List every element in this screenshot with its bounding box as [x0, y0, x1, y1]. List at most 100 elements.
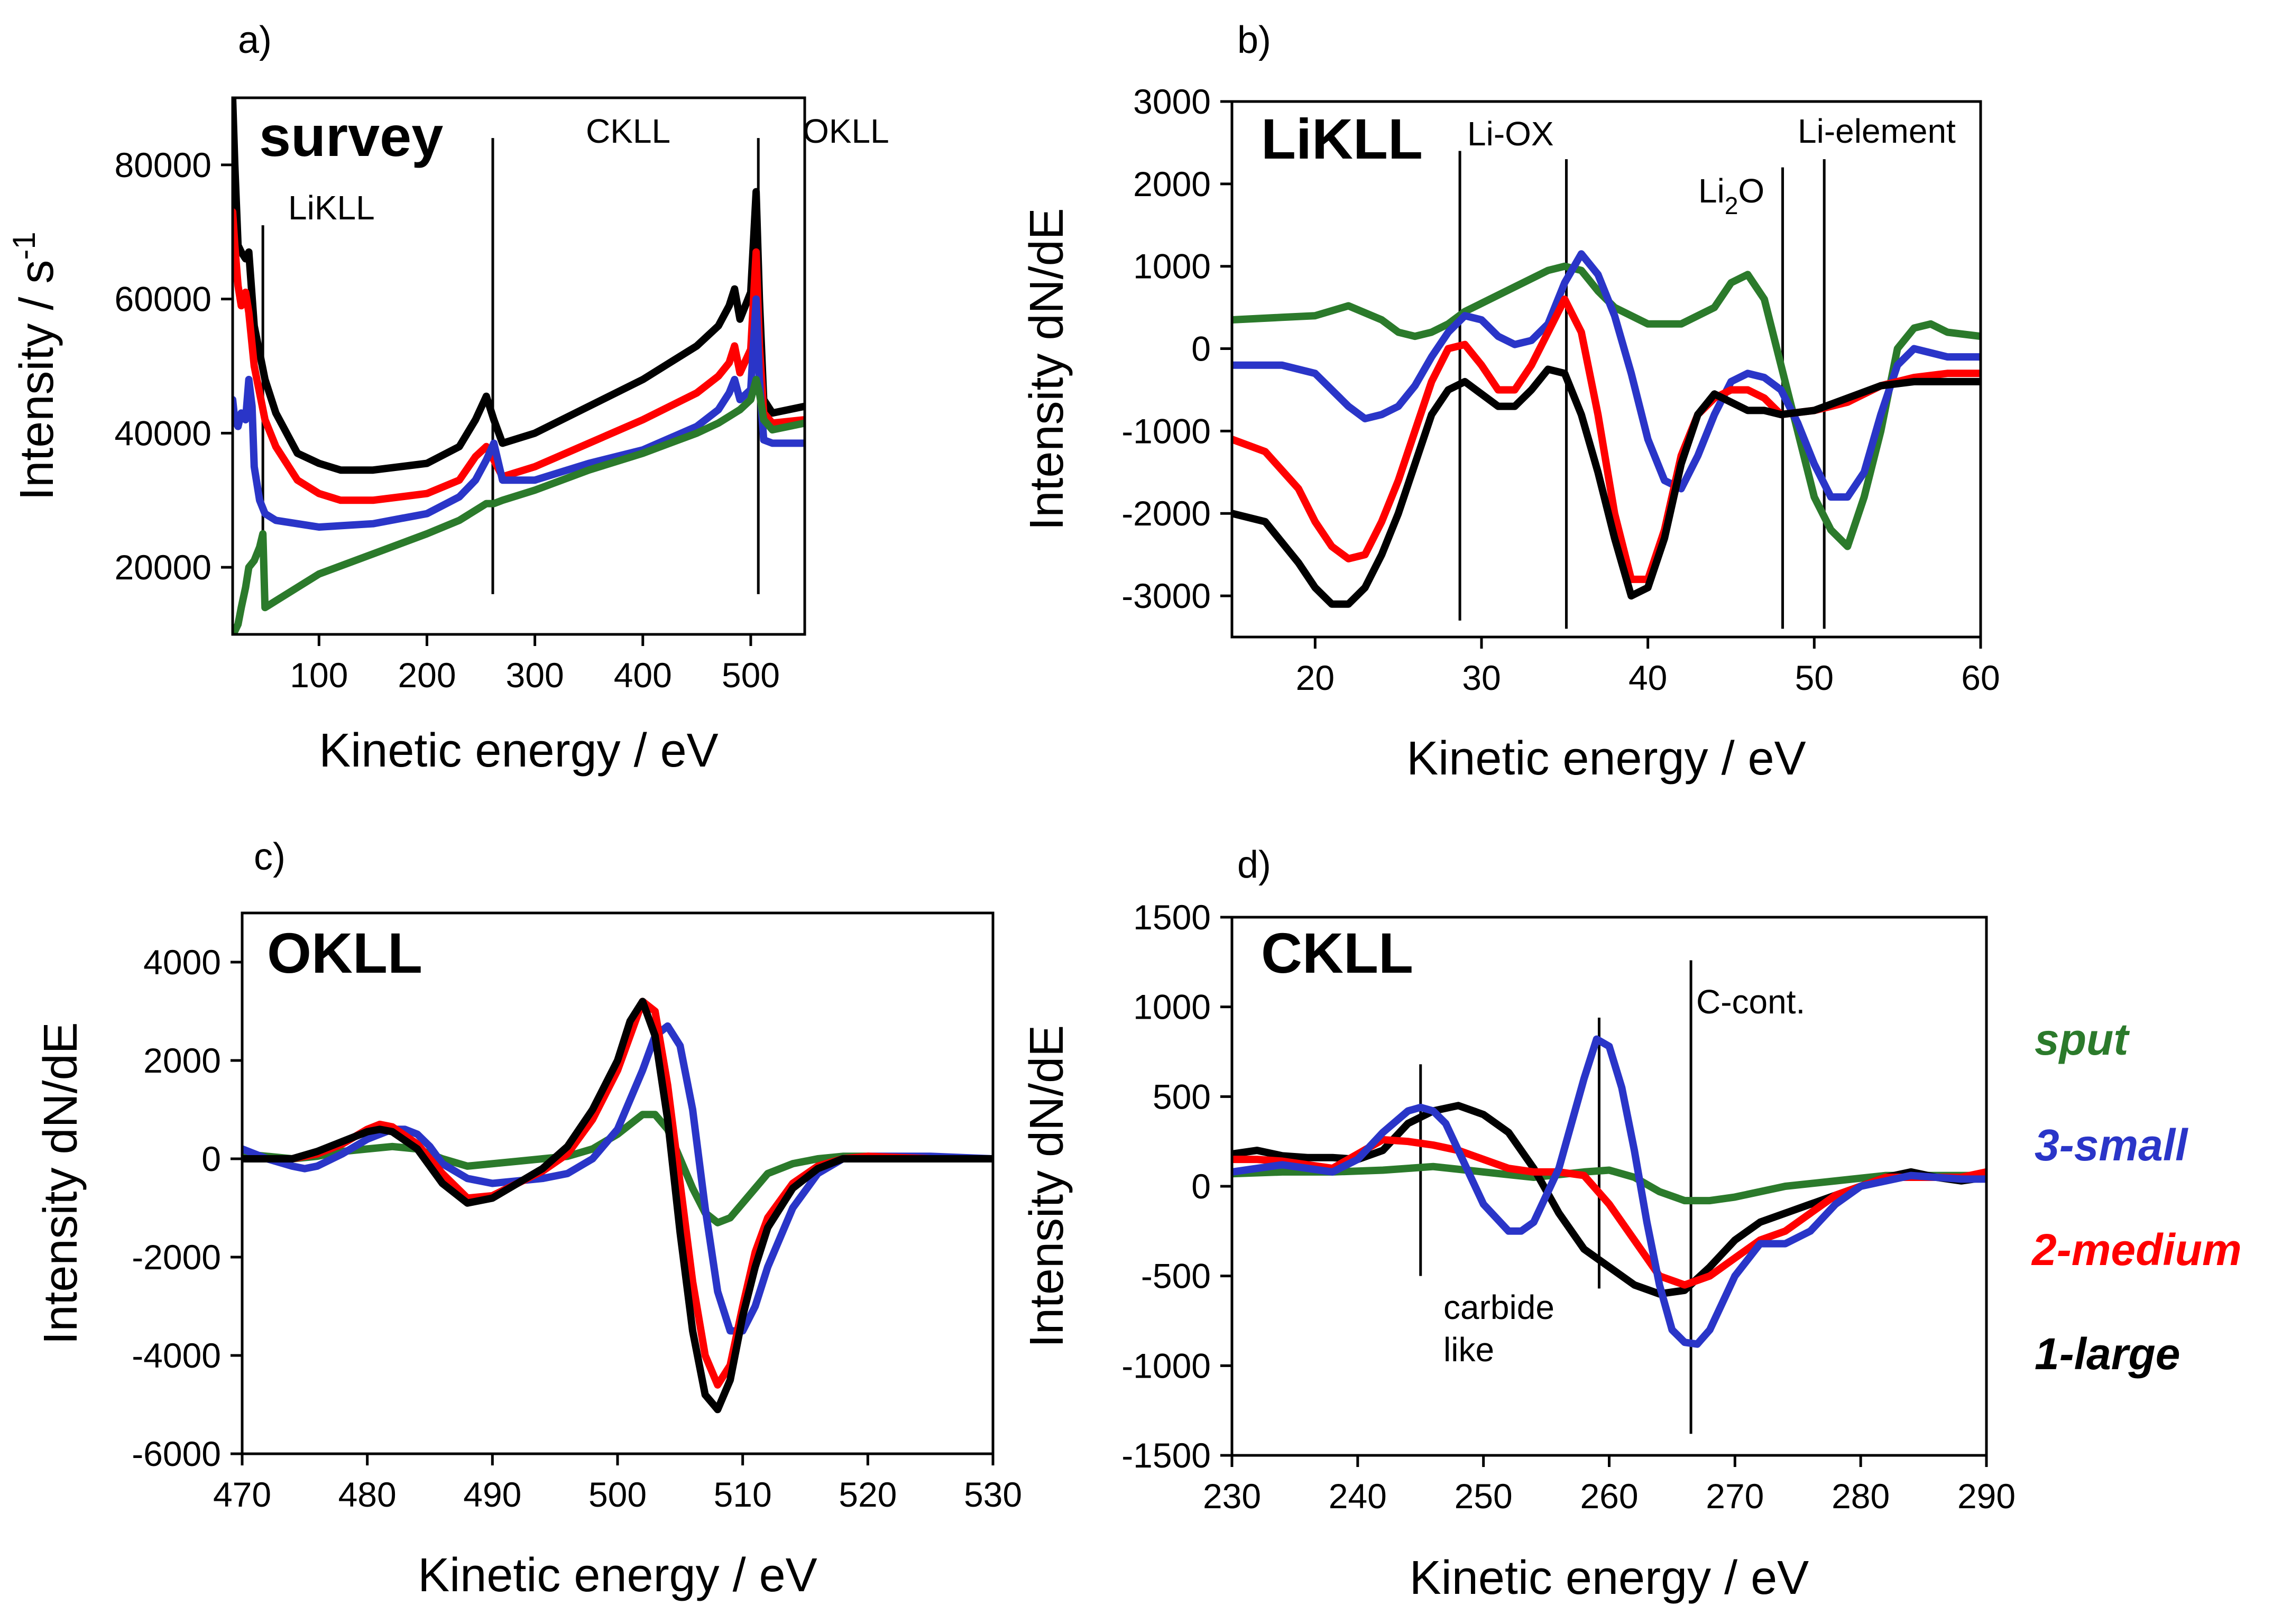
x-tick-label: 490	[463, 1475, 521, 1514]
annotation-li2o-sub: 2	[1725, 192, 1738, 219]
y-tick-label: -500	[1141, 1257, 1211, 1296]
series-line-2-medium	[1232, 296, 1981, 583]
y-axis-label: Intensity / s-1	[6, 232, 63, 501]
x-axis-label: Kinetic energy / eV	[1410, 1552, 1809, 1604]
y-axis-label-superscript: -1	[6, 232, 42, 260]
y-tick-label: 0	[201, 1139, 221, 1178]
y-tick-label: 3000	[1133, 82, 1211, 121]
x-tick-label: 230	[1203, 1477, 1261, 1516]
series-line-3-small	[1232, 1035, 1986, 1348]
y-tick-label: -6000	[132, 1434, 221, 1473]
x-tick-label: 40	[1628, 658, 1667, 697]
panel-label: d)	[1237, 844, 1271, 886]
y-axis-label: Intensity dN/dE	[1020, 1025, 1073, 1348]
y-tick-label: 4000	[143, 943, 221, 982]
y-tick-label: -4000	[132, 1336, 221, 1375]
series-line-sput	[1232, 1162, 1986, 1205]
legend-label-small: 3-small	[2035, 1120, 2188, 1170]
panel-label: a)	[238, 19, 272, 61]
panel-d: 230 240 250 260 270 280 290 -1500 -1000 -500 0 500 1…	[1020, 844, 2016, 1604]
y-tick-label: 1000	[1133, 988, 1211, 1027]
x-tick-label: 400	[614, 656, 672, 695]
x-tick-label: 300	[506, 656, 564, 695]
annotation-label-c-cont: C-cont.	[1696, 983, 1805, 1021]
x-tick-label: 270	[1706, 1477, 1764, 1516]
x-tick-label: 480	[338, 1475, 397, 1514]
x-tick-label: 290	[1957, 1477, 2016, 1516]
annotation-label-li-ox: Li-OX	[1467, 115, 1554, 153]
panel-label: b)	[1237, 19, 1271, 61]
x-axis-label: Kinetic energy / eV	[1406, 732, 1806, 785]
series-line-1-large	[233, 98, 805, 474]
y-tick-label: 0	[1191, 329, 1211, 368]
x-tick-label: 60	[1961, 658, 2000, 697]
series-line-3-small	[233, 295, 805, 531]
annotation-label-li-element: Li-element	[1798, 112, 1956, 150]
y-tick-label: 20000	[114, 548, 211, 587]
y-tick-label: 40000	[114, 413, 211, 453]
panel-title: LiKLL	[1261, 107, 1423, 171]
x-tick-label: 470	[213, 1475, 271, 1514]
x-tick-label: 250	[1455, 1477, 1513, 1516]
series-line-2-medium	[233, 208, 805, 504]
panel-title: CKLL	[1261, 921, 1413, 985]
x-tick-label: 30	[1462, 658, 1501, 697]
panel-title: survey	[259, 104, 443, 168]
annotation-li2o-end: O	[1738, 172, 1764, 210]
panel-b: 20 30 40 50 60 -3000 -2000 -1000 0 1000 2000 3000 Ki…	[1020, 19, 2000, 785]
plot-frame	[1230, 100, 1982, 639]
plot-frame	[231, 96, 806, 636]
x-tick-label: 260	[1580, 1477, 1638, 1516]
x-tick-label: 280	[1832, 1477, 1890, 1516]
y-tick-label: -2000	[1121, 494, 1211, 533]
annotation-label-ckll: CKLL	[586, 112, 670, 150]
x-tick-label: 100	[290, 656, 348, 695]
y-axis-label-text: Intensity dN/dE	[34, 1022, 87, 1344]
y-axis-label-text: Intensity dN/dE	[1020, 1025, 1073, 1348]
y-tick-label: 80000	[114, 145, 211, 184]
x-tick-label: 510	[714, 1475, 772, 1514]
y-axis-label: Intensity dN/dE	[34, 1022, 87, 1344]
annotation-label-like: like	[1443, 1331, 1494, 1369]
x-axis-label: Kinetic energy / eV	[418, 1549, 817, 1602]
y-tick-label: 0	[1191, 1167, 1211, 1206]
x-axis-label: Kinetic energy / eV	[319, 724, 718, 777]
annotation-label-likll: LiKLL	[288, 189, 375, 227]
y-tick-label: 2000	[1133, 164, 1211, 204]
legend-label-sput: sput	[2035, 1014, 2130, 1064]
annotation-label-carbide: carbide	[1443, 1288, 1554, 1326]
series-line-sput	[233, 375, 805, 634]
y-tick-label: 500	[1153, 1077, 1211, 1116]
x-tick-label: 500	[588, 1475, 647, 1514]
panel-title: OKLL	[267, 921, 422, 985]
x-tick-label: 200	[398, 656, 456, 695]
annotation-label-li2o: Li2O	[1698, 172, 1764, 219]
y-tick-label: 1000	[1133, 247, 1211, 286]
x-tick-label: 50	[1795, 658, 1834, 697]
legend-label-large: 1-large	[2035, 1329, 2180, 1379]
legend: sput 3-small 2-medium 1-large	[2031, 1014, 2242, 1379]
y-tick-label: -1000	[1121, 1346, 1211, 1385]
series-line-sput	[1232, 262, 1981, 550]
series-line-sput	[242, 1111, 993, 1226]
y-tick-label: -3000	[1121, 576, 1211, 615]
series-line-1-large	[242, 998, 993, 1414]
panel-a: 100 200 300 400 500 20000 40000 60000 80000 Kinet…	[6, 19, 806, 777]
legend-label-medium: 2-medium	[2031, 1225, 2242, 1275]
y-tick-label: 60000	[114, 280, 211, 319]
x-tick-label: 240	[1329, 1477, 1387, 1516]
y-tick-label: 2000	[143, 1041, 221, 1080]
y-tick-label: -1000	[1121, 411, 1211, 450]
y-tick-label: -2000	[132, 1238, 221, 1277]
annotation-label-okll: OKLL	[803, 112, 889, 150]
x-tick-label: 500	[722, 656, 780, 695]
y-tick-label: 1500	[1133, 898, 1211, 937]
annotation-li2o-main: Li	[1698, 172, 1725, 210]
series-line-3-small	[242, 1022, 993, 1335]
x-tick-label: 530	[964, 1475, 1022, 1514]
y-axis-label-text: Intensity dN/dE	[1020, 208, 1073, 530]
series-line-3-small	[1232, 250, 1981, 501]
y-tick-label: -1500	[1121, 1436, 1211, 1475]
y-axis-label: Intensity dN/dE	[1020, 208, 1073, 530]
